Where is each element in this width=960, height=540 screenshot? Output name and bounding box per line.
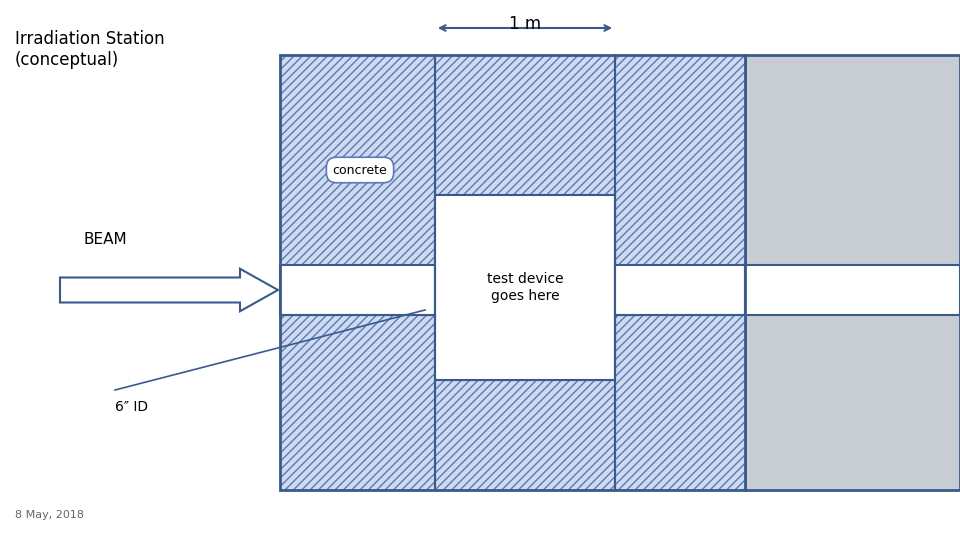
Polygon shape xyxy=(60,269,278,311)
Bar xyxy=(280,265,435,315)
Text: test device
goes here: test device goes here xyxy=(487,272,564,302)
Text: 6″ ID: 6″ ID xyxy=(115,400,148,414)
Text: Irradiation Station
(conceptual): Irradiation Station (conceptual) xyxy=(15,30,164,69)
Bar xyxy=(280,55,745,490)
Bar xyxy=(615,315,745,490)
Bar xyxy=(280,315,435,490)
Text: BEAM: BEAM xyxy=(84,232,127,247)
Bar xyxy=(435,195,615,380)
Bar xyxy=(435,55,615,195)
Bar xyxy=(615,55,745,265)
Bar xyxy=(745,55,960,490)
Text: 8 May, 2018: 8 May, 2018 xyxy=(15,510,84,520)
Bar xyxy=(435,380,615,490)
Text: 1 m: 1 m xyxy=(509,15,541,33)
Bar xyxy=(745,265,960,315)
Text: concrete: concrete xyxy=(332,164,388,177)
Bar xyxy=(280,55,435,265)
Bar xyxy=(615,265,745,315)
